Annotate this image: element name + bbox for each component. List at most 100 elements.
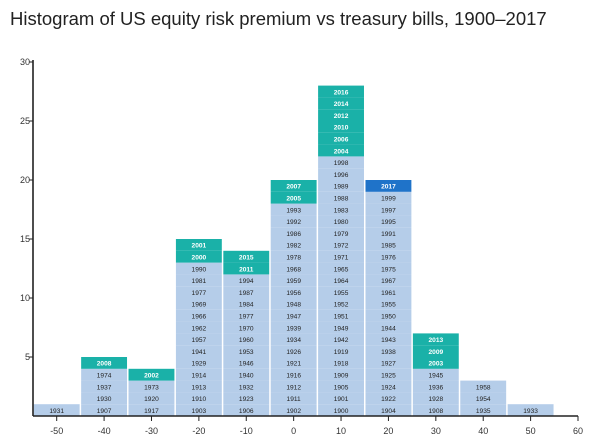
year-label: 1986	[286, 231, 301, 238]
year-cell: 1997	[365, 203, 412, 216]
year-cell-box	[270, 250, 317, 263]
year-label: 1957	[192, 337, 207, 344]
year-cell-box	[270, 191, 317, 204]
year-cell: 1998	[318, 156, 364, 169]
year-cell: 2001	[175, 239, 222, 251]
year-cell: 2012	[318, 109, 364, 121]
year-cell-box	[365, 250, 412, 263]
year-label: 1921	[286, 361, 301, 368]
year-cell-box	[128, 380, 175, 393]
year-cell: 1930	[81, 392, 128, 405]
year-cell: 2000	[175, 250, 222, 263]
year-label: 2016	[334, 89, 349, 96]
year-cell: 1947	[270, 309, 317, 322]
year-cell-box	[223, 250, 270, 263]
year-label: 1972	[334, 243, 349, 250]
year-cell-box	[318, 333, 364, 346]
year-cell-box	[365, 321, 412, 334]
year-label: 1944	[381, 325, 396, 332]
year-cell-box	[175, 380, 222, 393]
year-cell-box	[175, 345, 222, 357]
year-cell: 1909	[318, 368, 364, 381]
year-label: 1955	[334, 290, 349, 297]
x-tick-label: 60	[573, 426, 583, 436]
year-cell: 1968	[270, 262, 317, 275]
year-cell-box	[223, 345, 270, 357]
year-cell: 1941	[175, 345, 222, 357]
histogram-bar: 1904 1922 1924 1925 1927 1938 1943 1944 1950 1955…	[365, 180, 412, 416]
year-cell-box	[270, 392, 317, 405]
year-label: 2011	[239, 266, 254, 273]
y-tick-label: 30	[20, 57, 30, 67]
year-cell-box	[412, 345, 459, 357]
year-cell: 1978	[270, 250, 317, 263]
year-cell-box	[270, 286, 317, 298]
year-cell-box	[223, 298, 270, 310]
year-cell-box	[365, 274, 412, 287]
year-label: 1947	[286, 314, 301, 321]
year-label: 2017	[381, 184, 396, 191]
y-tick-label: 25	[20, 116, 30, 126]
year-cell-box	[175, 309, 222, 322]
year-cell: 1943	[365, 333, 412, 346]
year-cell: 1955	[365, 298, 412, 310]
year-cell-box	[318, 215, 364, 228]
year-label: 1913	[192, 384, 207, 391]
year-label: 1900	[334, 408, 349, 415]
year-cell-box	[223, 404, 270, 416]
year-label: 2005	[286, 196, 301, 203]
year-cell-box	[270, 203, 317, 216]
year-label: 1974	[97, 373, 112, 380]
year-label: 1940	[239, 373, 254, 380]
year-cell-box	[412, 333, 459, 346]
year-cell-box	[365, 215, 412, 228]
year-label: 1976	[381, 255, 396, 262]
year-cell: 1910	[175, 392, 222, 405]
year-label: 1964	[334, 278, 349, 285]
x-tick-label: 0	[291, 426, 296, 436]
year-label: 1945	[428, 373, 443, 380]
year-cell: 2003	[412, 357, 459, 369]
year-cell-box	[270, 309, 317, 322]
year-cell: 1936	[412, 380, 459, 393]
year-cell: 1935	[460, 404, 507, 416]
year-label: 1927	[381, 361, 396, 368]
year-label: 1992	[286, 219, 301, 226]
year-cell-box	[223, 309, 270, 322]
year-cell: 1951	[318, 309, 364, 322]
year-label: 1905	[334, 384, 349, 391]
year-cell: 1979	[318, 227, 364, 239]
year-cell: 1975	[365, 262, 412, 275]
year-cell-box	[412, 380, 459, 393]
year-cell: 1991	[365, 227, 412, 239]
histogram-bar: 1900 1901 1905 1909 1918 1919 1942 1949 1951 1952…	[318, 85, 364, 416]
year-cell-box	[412, 404, 459, 416]
year-label: 1970	[239, 325, 254, 332]
year-cell: 1905	[318, 380, 364, 393]
year-cell: 2006	[318, 132, 364, 145]
year-label: 1943	[381, 337, 396, 344]
year-cell-box	[318, 392, 364, 405]
year-cell-box	[365, 227, 412, 239]
year-cell: 1903	[175, 404, 222, 416]
y-tick-label: 15	[20, 234, 30, 244]
year-label: 1907	[97, 408, 112, 415]
year-cell-box	[507, 404, 554, 416]
year-cell-box	[318, 309, 364, 322]
year-label: 1966	[192, 314, 207, 321]
year-label: 1953	[239, 349, 254, 356]
year-cell-box	[81, 357, 128, 369]
year-cell: 1917	[128, 404, 175, 416]
year-label: 2004	[334, 148, 349, 155]
year-label: 1959	[286, 278, 301, 285]
year-cell: 1958	[460, 380, 507, 393]
year-cell-box	[223, 392, 270, 405]
year-cell: 1938	[365, 345, 412, 357]
year-cell-box	[270, 368, 317, 381]
year-cell-box	[223, 380, 270, 393]
year-cell: 1970	[223, 321, 270, 334]
year-cell-box	[318, 97, 364, 110]
year-cell-box	[365, 357, 412, 369]
year-label: 1985	[381, 243, 396, 250]
year-label: 1994	[239, 278, 254, 285]
